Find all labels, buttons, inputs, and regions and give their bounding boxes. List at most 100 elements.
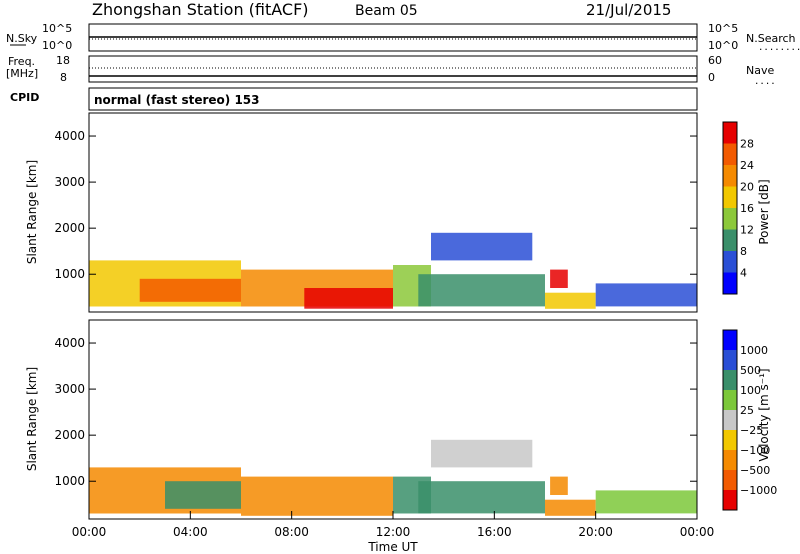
power-y-axis: 1000 2000 3000 4000 — [54, 129, 697, 281]
cpid-frame — [88, 87, 698, 111]
power-colorbar-frame — [722, 121, 738, 295]
freq-strip-frame — [88, 55, 698, 83]
freq-label: Freq. — [8, 55, 35, 68]
velocity-colorbar-swatch-5 — [723, 390, 737, 410]
velocity-ytick-label-0: 1000 — [54, 474, 85, 488]
velocity-region-8 — [595, 490, 697, 514]
freq-tick-bottom: 8 — [60, 71, 67, 84]
power-colorbar-swatch-7 — [723, 122, 737, 144]
velocity-colorbar-tick-3: −25 — [740, 424, 763, 437]
nsearch-tick-top: 10^5 — [708, 22, 738, 35]
nsearch-label: N.Search — [746, 32, 796, 45]
power-region-6 — [418, 274, 545, 307]
nsky-label: N.Sky — [6, 32, 38, 45]
power-colorbar-swatch-2 — [723, 229, 737, 251]
velocity-region-5 — [418, 481, 545, 514]
velocity-region-1 — [165, 481, 241, 509]
velocity-colorbar-tick-0: −1000 — [740, 484, 777, 497]
velocity-region-6 — [550, 476, 568, 495]
xtick-label-0: 00:00 — [72, 525, 107, 539]
velocity-ytick-label-2: 3000 — [54, 382, 85, 396]
velocity-y-axis: 1000 2000 3000 4000 — [54, 336, 697, 488]
power-frame — [88, 112, 698, 313]
nsearch-tick-bottom: 10^0 — [708, 39, 738, 52]
velocity-colorbar-swatch-8 — [723, 330, 737, 350]
power-y-label: Slant Range [km] — [25, 160, 39, 264]
velocity-colorbar-tick-4: 25 — [740, 404, 754, 417]
power-colorbar-tick-0: 4 — [740, 267, 747, 280]
power-colorbar-swatch-0 — [723, 272, 737, 294]
xtick-label-2: 08:00 — [274, 525, 309, 539]
nave-tick-bottom: 0 — [708, 71, 715, 84]
power-colorbar-tick-3: 16 — [740, 202, 754, 215]
velocity-region-4 — [431, 439, 533, 468]
freq-tick-top: 18 — [56, 54, 70, 67]
nave-label: Nave — [746, 64, 774, 77]
power-ytick-label-2: 3000 — [54, 175, 85, 189]
nsky-tick-bottom: 10^0 — [42, 39, 72, 52]
power-ytick-label-1: 2000 — [54, 221, 85, 235]
power-colorbar-swatch-3 — [723, 208, 737, 230]
station-title: Zhongshan Station (fitACF) — [92, 0, 309, 19]
power-colorbar-swatch-5 — [723, 165, 737, 187]
power-colorbar-swatch-4 — [723, 186, 737, 208]
power-colorbar-swatch-6 — [723, 143, 737, 165]
velocity-colorbar-swatch-1 — [723, 470, 737, 490]
velocity-colorbar-tick-2: −100 — [740, 444, 770, 457]
freq-unit-label: [MHz] — [6, 67, 38, 80]
velocity-y-label: Slant Range [km] — [25, 367, 39, 471]
power-colorbar-tick-4: 20 — [740, 181, 754, 194]
velocity-colorbar-swatch-4 — [723, 410, 737, 430]
power-colorbar-swatch-1 — [723, 251, 737, 273]
time-x-axis: 00:00 04:00 08:00 12:00 16:00 20:00 00:00 — [72, 511, 715, 539]
power-region-9 — [595, 283, 697, 307]
velocity-colorbar-tick-5: 100 — [740, 384, 761, 397]
power-region-3 — [304, 288, 393, 309]
velocity-colorbar-label: Velocity [m s⁻¹] — [757, 368, 771, 461]
x-axis-label: Time UT — [367, 540, 418, 554]
xtick-label-1: 04:00 — [173, 525, 208, 539]
velocity-ytick-label-1: 2000 — [54, 428, 85, 442]
velocity-colorbar-tick-6: 500 — [740, 364, 761, 377]
power-colorbar-tick-1: 8 — [740, 245, 747, 258]
date-label: 21/Jul/2015 — [586, 1, 671, 19]
nave-legend: .... — [754, 77, 776, 87]
power-panel: 1000 2000 3000 4000 Slant Range [km] — [25, 112, 698, 313]
velocity-colorbar-frame — [722, 329, 738, 511]
velocity-colorbar-swatch-2 — [723, 450, 737, 470]
xtick-label-3: 12:00 — [376, 525, 411, 539]
cpid-label: CPID — [10, 91, 39, 104]
velocity-panel: 1000 2000 3000 4000 00:00 04:00 08:00 12:00 16:… — [25, 319, 715, 554]
power-colorbar: 4 8 12 16 20 24 28 — [722, 121, 754, 295]
power-colorbar-tick-5: 24 — [740, 159, 754, 172]
power-region-8 — [545, 292, 596, 309]
cpid-text: normal (fast stereo) 153 — [94, 93, 260, 107]
beam-label: Beam 05 — [355, 3, 418, 19]
velocity-colorbar-tick-7: 1000 — [740, 344, 768, 357]
power-region-7 — [550, 269, 568, 288]
xtick-label-6: 00:00 — [680, 525, 715, 539]
velocity-region-2 — [241, 476, 393, 516]
power-colorbar-label: Power [dB] — [757, 179, 771, 244]
power-region-5 — [431, 232, 533, 261]
velocity-colorbar-tick-1: −500 — [740, 464, 770, 477]
velocity-colorbar-swatch-7 — [723, 350, 737, 370]
power-region-1 — [139, 278, 241, 302]
xtick-label-5: 20:00 — [578, 525, 613, 539]
velocity-colorbar-swatch-6 — [723, 370, 737, 390]
velocity-colorbar-swatch-0 — [723, 490, 737, 510]
velocity-colorbar-swatch-3 — [723, 430, 737, 450]
velocity-colorbar: −1000 −500 −100 −25 25 100 500 1000 — [722, 329, 777, 511]
power-ytick-label-3: 4000 — [54, 129, 85, 143]
velocity-region-7 — [545, 499, 596, 516]
nave-tick-top: 60 — [708, 54, 722, 67]
xtick-label-4: 16:00 — [477, 525, 512, 539]
velocity-ytick-label-3: 4000 — [54, 336, 85, 350]
power-ytick-label-0: 1000 — [54, 267, 85, 281]
power-heatmap — [89, 232, 697, 309]
nsky-tick-top: 10^5 — [42, 22, 72, 35]
velocity-heatmap — [89, 439, 697, 516]
power-colorbar-tick-2: 12 — [740, 224, 754, 237]
power-colorbar-tick-6: 28 — [740, 138, 754, 151]
